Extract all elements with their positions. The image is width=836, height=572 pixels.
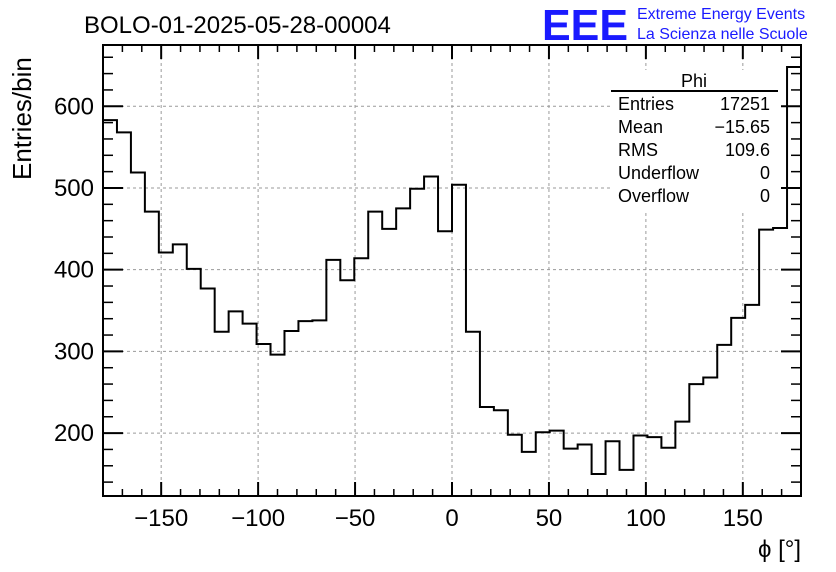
histogram-step-line — [103, 66, 801, 475]
stats-label: Underflow — [618, 163, 700, 183]
x-tick-label: 150 — [723, 505, 763, 532]
stats-box: Phi Entries 17251 Mean −15.65 RMS 109.6 Underf… — [611, 70, 778, 210]
stats-value: 0 — [760, 163, 770, 183]
y-tick-label: 300 — [54, 338, 94, 365]
x-tick-labels: −150 −100 −50 0 50 100 150 — [134, 505, 763, 532]
logo-line-1: Extreme Energy Events — [637, 6, 805, 23]
x-tick-label: 100 — [626, 505, 666, 532]
x-axis-label: ϕ [°] — [758, 536, 801, 563]
stats-value: −15.65 — [714, 117, 770, 137]
plot-frame — [102, 44, 802, 497]
y-tick-label: 500 — [54, 175, 94, 202]
x-tick-label: −150 — [134, 505, 188, 532]
y-tick-label: 200 — [54, 420, 94, 447]
logo-line-2: La Scienza nelle Scuole — [637, 26, 808, 43]
y-tick-label: 600 — [54, 93, 94, 120]
stats-title: Phi — [681, 71, 707, 91]
stats-label: Mean — [618, 117, 663, 137]
stats-label: Entries — [618, 94, 674, 114]
y-tick-label: 400 — [54, 257, 94, 284]
axis-ticks — [103, 45, 801, 496]
run-title: BOLO-01-2025-05-28-00004 — [84, 12, 391, 39]
stats-value: 0 — [760, 186, 770, 206]
y-axis-label: Entries/bin — [7, 57, 37, 180]
x-tick-label: 0 — [445, 505, 458, 532]
stats-label: Overflow — [618, 186, 690, 206]
stats-value: 17251 — [720, 94, 770, 114]
stats-label: RMS — [618, 140, 658, 160]
y-tick-labels: 200 300 400 500 600 — [54, 93, 94, 447]
x-tick-label: −100 — [231, 505, 285, 532]
stats-value: 109.6 — [725, 140, 770, 160]
x-tick-label: 50 — [536, 505, 563, 532]
eee-logo-icon: EEE — [542, 1, 628, 50]
x-tick-label: −50 — [335, 505, 376, 532]
